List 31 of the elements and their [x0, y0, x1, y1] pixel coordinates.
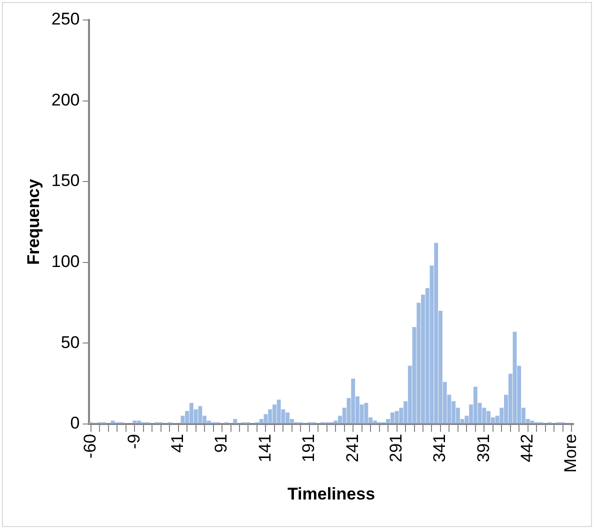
- x-tick-label: 91: [212, 434, 231, 453]
- bar: [390, 412, 394, 424]
- y-tick-label: 0: [70, 414, 80, 433]
- x-tick-label: 291: [386, 434, 406, 462]
- bar: [394, 410, 399, 424]
- x-axis-title: Timeliness: [287, 484, 376, 504]
- y-tick-label: 150: [51, 171, 80, 190]
- x-tick-label: 141: [255, 434, 274, 462]
- bar: [364, 402, 368, 424]
- x-tick-label: 341: [430, 434, 450, 462]
- bar: [233, 419, 238, 424]
- bar: [434, 242, 438, 424]
- x-tick-label: More: [561, 434, 580, 473]
- bar: [530, 420, 534, 424]
- x-tick-label: 191: [299, 434, 318, 462]
- y-tick-label: 50: [60, 332, 80, 352]
- x-tick-label: -60: [80, 434, 100, 458]
- bar: [132, 420, 137, 424]
- x-tick-label: 442: [518, 434, 537, 462]
- y-axis-title: Frequency: [24, 178, 43, 265]
- x-tick-label: 391: [474, 434, 493, 462]
- x-tick-label: 241: [342, 434, 362, 462]
- bar: [351, 378, 356, 424]
- y-tick-label: 100: [51, 252, 80, 272]
- x-tick-label: -9: [124, 434, 144, 449]
- bar: [198, 406, 202, 424]
- bar: [276, 400, 281, 424]
- bar: [110, 420, 115, 424]
- x-tick-label: 41: [168, 434, 188, 453]
- y-tick-label: 200: [51, 90, 80, 110]
- y-tick-label: 250: [51, 10, 80, 29]
